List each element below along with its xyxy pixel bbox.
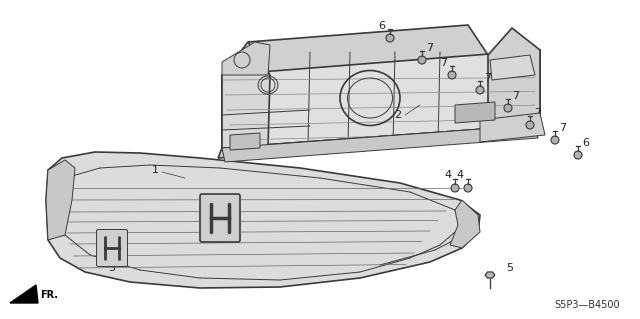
Polygon shape [230, 133, 260, 150]
Circle shape [504, 104, 512, 112]
Polygon shape [488, 28, 540, 130]
Polygon shape [222, 125, 538, 162]
Text: 2: 2 [394, 110, 401, 120]
Circle shape [526, 121, 534, 129]
FancyBboxPatch shape [200, 194, 240, 242]
Text: 6: 6 [378, 21, 385, 31]
Text: 3: 3 [109, 263, 115, 273]
Text: 7: 7 [513, 91, 520, 101]
Text: 7: 7 [440, 58, 447, 68]
Text: 7: 7 [426, 43, 433, 53]
Circle shape [386, 34, 394, 42]
Text: FR.: FR. [40, 290, 58, 300]
Circle shape [451, 184, 459, 192]
Text: 5: 5 [506, 263, 513, 273]
Text: 7: 7 [534, 108, 541, 118]
Polygon shape [480, 113, 545, 142]
Text: S5P3—B4500: S5P3—B4500 [554, 300, 620, 310]
Polygon shape [222, 42, 270, 75]
Circle shape [476, 86, 484, 94]
Polygon shape [218, 125, 540, 158]
Circle shape [464, 184, 472, 192]
Polygon shape [248, 25, 488, 75]
Circle shape [448, 71, 456, 79]
Polygon shape [485, 272, 495, 278]
Text: 1: 1 [152, 165, 159, 175]
Text: 4: 4 [456, 170, 463, 180]
Polygon shape [450, 200, 480, 248]
Polygon shape [46, 152, 480, 288]
Text: 6: 6 [582, 138, 589, 148]
Polygon shape [222, 42, 270, 148]
Text: 7: 7 [559, 123, 566, 133]
FancyBboxPatch shape [97, 229, 127, 266]
Polygon shape [490, 55, 535, 80]
Circle shape [418, 56, 426, 64]
Text: 7: 7 [484, 73, 492, 83]
Polygon shape [10, 285, 38, 303]
Polygon shape [46, 160, 75, 240]
Text: 4: 4 [444, 170, 452, 180]
Circle shape [551, 136, 559, 144]
Polygon shape [222, 50, 540, 148]
Circle shape [574, 151, 582, 159]
Polygon shape [455, 102, 495, 123]
